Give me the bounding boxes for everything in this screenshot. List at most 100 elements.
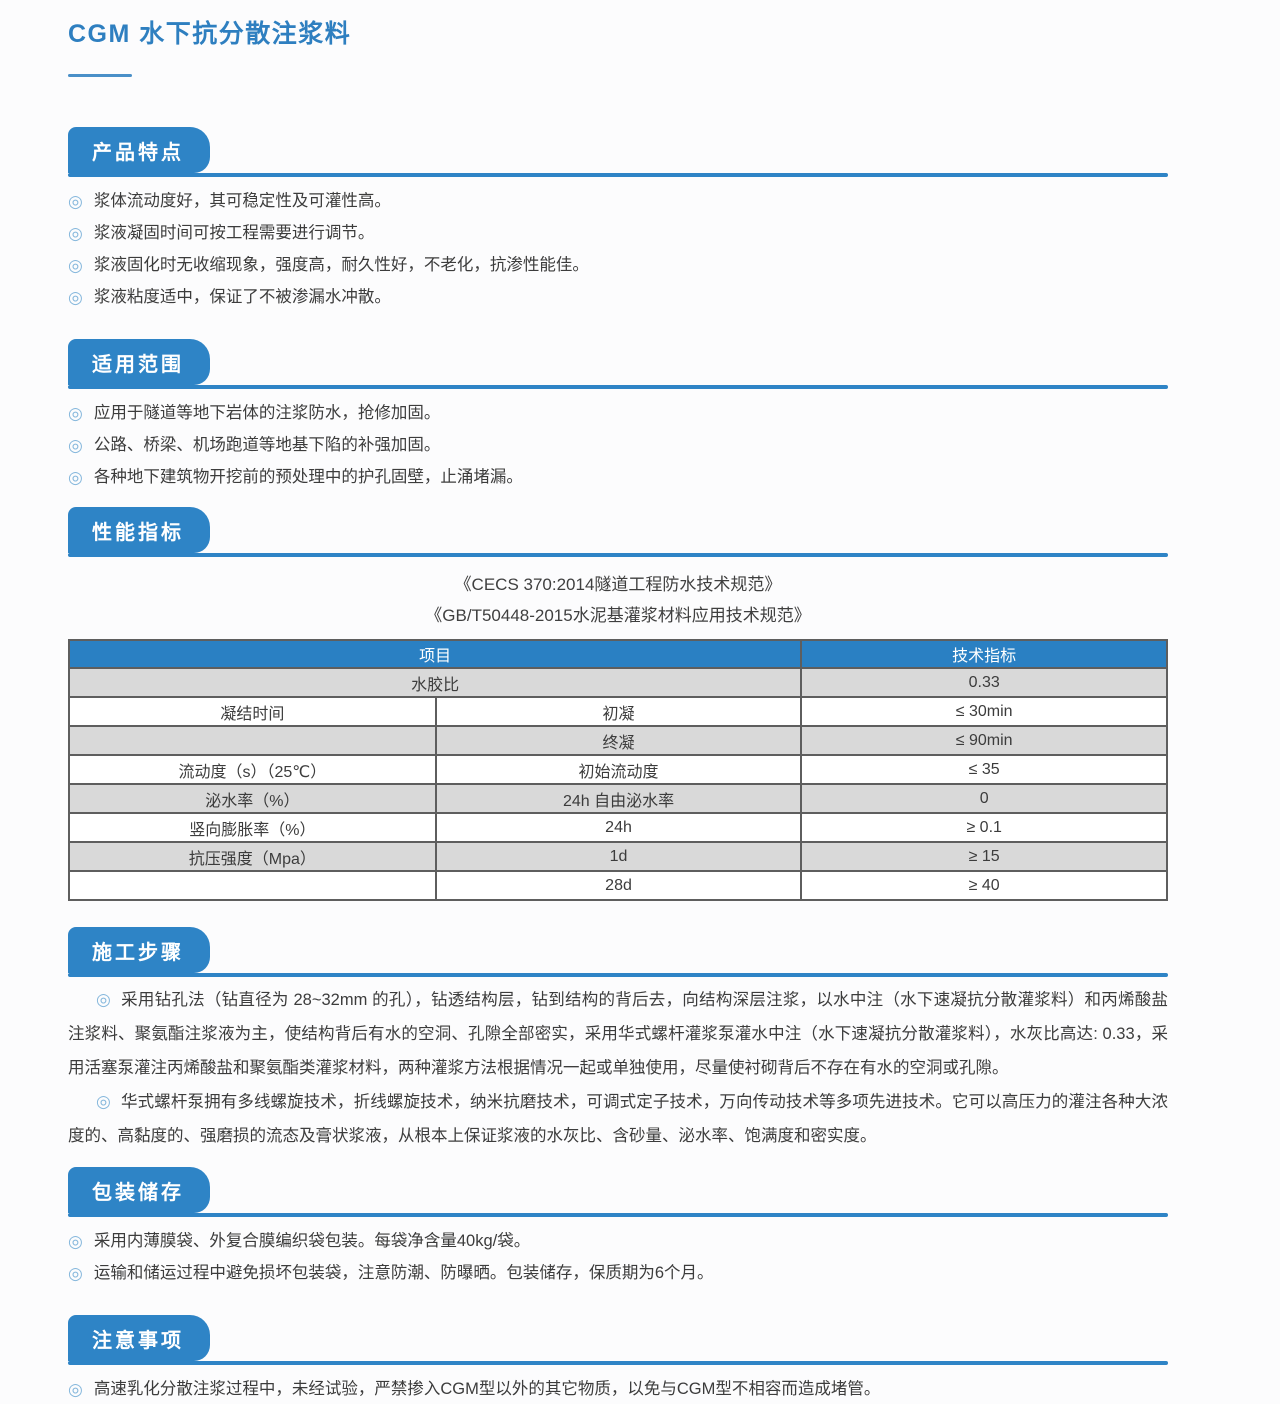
section-heading-packaging: 包装储存 — [68, 1167, 210, 1213]
list-item-text: 公路、桥梁、机场跑道等地基下陷的补强加固。 — [93, 436, 441, 454]
table-header-row: 项目 技术指标 — [67, 639, 1168, 669]
cell-item — [68, 870, 437, 901]
table-row: 凝结时间 初凝 ≤ 30min — [68, 696, 1168, 727]
list-item: ◎ 浆液固化时无收缩现象，强度高，耐久性好，不老化，抗渗性能佳。 — [68, 249, 1168, 281]
cell-sub: 初始流动度 — [434, 754, 803, 785]
list-item-text: 应用于隧道等地下岩体的注浆防水，抢修加固。 — [93, 404, 441, 422]
cell-sub: 24h — [434, 812, 803, 843]
bullet-icon: ◎ — [68, 1380, 83, 1399]
section-performance-header: 性能指标 — [68, 507, 1168, 557]
table-row: 流动度（s）（25℃） 初始流动度 ≤ 35 — [68, 754, 1168, 785]
cell-sub: 24h 自由泌水率 — [434, 783, 803, 814]
standard-reference: 《GB/T50448-2015水泥基灌浆材料应用技术规范》 — [425, 606, 811, 625]
paragraph-text: 华式螺杆泵拥有多线螺旋技术，折线螺旋技术，纳米抗磨技术，可调式定子技术，万向传动… — [68, 1093, 1169, 1145]
column-header-item: 项目 — [67, 639, 803, 669]
table-row: 水胶比 0.33 — [67, 667, 1168, 698]
performance-table: 项目 技术指标 水胶比 0.33 凝结时间 初凝 ≤ 30min 终凝 ≤ 90… — [67, 639, 1168, 901]
paragraph-text: 采用钻孔法（钻直径为 28~32mm 的孔），钻透结构层，钻到结构的背后去，向结… — [68, 991, 1168, 1077]
cell-value: 0 — [800, 783, 1168, 814]
cell-item: 凝结时间 — [68, 696, 437, 727]
list-item: ◎ 浆液凝固时间可按工程需要进行调节。 — [68, 217, 1168, 249]
table-row: 抗压强度（Mpa） 1d ≥ 15 — [68, 841, 1168, 872]
bullet-icon: ◎ — [68, 224, 83, 243]
bullet-icon: ◎ — [68, 468, 83, 487]
list-item-text: 各种地下建筑物开挖前的预处理中的护孔固壁，止涌堵漏。 — [93, 468, 523, 486]
cell-sub: 终凝 — [434, 725, 803, 756]
bullet-icon: ◎ — [68, 404, 83, 423]
section-rule — [68, 173, 1168, 177]
list-item-text: 浆液凝固时间可按工程需要进行调节。 — [93, 224, 375, 242]
section-rule — [68, 1361, 1168, 1365]
list-item-text: 浆体流动度好，其可稳定性及可灌性高。 — [93, 192, 391, 210]
section-packaging-header: 包装储存 — [68, 1167, 1168, 1217]
section-heading-construction: 施工步骤 — [68, 927, 210, 973]
bullet-icon: ◎ — [68, 192, 83, 211]
cell-item: 抗压强度（Mpa） — [68, 841, 437, 872]
title-underline — [68, 74, 132, 77]
list-item-text: 高速乳化分散注浆过程中，未经试验，严禁掺入CGM型以外的其它物质，以免与CGM型… — [93, 1380, 881, 1398]
cell-item: 水胶比 — [67, 667, 803, 698]
scope-list: ◎ 应用于隧道等地下岩体的注浆防水，抢修加固。 ◎ 公路、桥梁、机场跑道等地基下… — [68, 397, 1168, 493]
section-heading-performance: 性能指标 — [68, 507, 210, 553]
list-item: ◎ 应用于隧道等地下岩体的注浆防水，抢修加固。 — [68, 397, 1168, 429]
list-item: ◎ 各种地下建筑物开挖前的预处理中的护孔固壁，止涌堵漏。 — [68, 461, 1168, 493]
bullet-icon: ◎ — [68, 436, 83, 455]
list-item: ◎ 浆液粘度适中，保证了不被渗漏水冲散。 — [68, 281, 1168, 313]
bullet-icon: ◎ — [68, 1232, 83, 1251]
construction-paragraph: ◎ 华式螺杆泵拥有多线螺旋技术，折线螺旋技术，纳米抗磨技术，可调式定子技术，万向传… — [68, 1085, 1168, 1153]
list-item-text: 采用内薄膜袋、外复合膜编织袋包装。每袋净含量40kg/袋。 — [93, 1232, 531, 1250]
standard-reference: 《CECS 370:2014隧道工程防水技术规范》 — [454, 575, 782, 594]
cell-sub: 28d — [434, 870, 803, 901]
bullet-icon: ◎ — [68, 256, 83, 275]
section-scope-header: 适用范围 — [68, 339, 1168, 389]
section-rule — [68, 385, 1168, 389]
cell-item: 竖向膨胀率（%） — [68, 812, 437, 843]
section-heading-scope: 适用范围 — [68, 339, 210, 385]
packaging-list: ◎ 采用内薄膜袋、外复合膜编织袋包装。每袋净含量40kg/袋。 ◎ 运输和储运过… — [68, 1225, 1168, 1289]
bullet-icon: ◎ — [68, 1264, 83, 1283]
cell-item: 流动度（s）（25℃） — [68, 754, 437, 785]
features-list: ◎ 浆体流动度好，其可稳定性及可灌性高。 ◎ 浆液凝固时间可按工程需要进行调节。… — [68, 185, 1168, 313]
precautions-list: ◎ 高速乳化分散注浆过程中，未经试验，严禁掺入CGM型以外的其它物质，以免与CG… — [68, 1373, 1168, 1404]
list-item: ◎ 浆体流动度好，其可稳定性及可灌性高。 — [68, 185, 1168, 217]
section-rule — [68, 1213, 1168, 1217]
section-rule — [68, 973, 1168, 977]
table-row: 竖向膨胀率（%） 24h ≥ 0.1 — [68, 812, 1168, 843]
list-item: ◎ 采用内薄膜袋、外复合膜编织袋包装。每袋净含量40kg/袋。 — [68, 1225, 1168, 1257]
list-item: ◎ 公路、桥梁、机场跑道等地基下陷的补强加固。 — [68, 429, 1168, 461]
section-rule — [68, 553, 1168, 557]
list-item: ◎ 运输和储运过程中避免损坏包装袋，注意防潮、防曝晒。包装储存，保质期为6个月。 — [68, 1257, 1168, 1289]
section-features-header: 产品特点 — [68, 127, 1168, 177]
cell-sub: 初凝 — [434, 696, 803, 727]
column-header-value: 技术指标 — [800, 639, 1168, 669]
section-construction-header: 施工步骤 — [68, 927, 1168, 977]
list-item: ◎ 高速乳化分散注浆过程中，未经试验，严禁掺入CGM型以外的其它物质，以免与CG… — [68, 1373, 1168, 1404]
cell-value: ≥ 0.1 — [800, 812, 1168, 843]
bullet-icon: ◎ — [96, 1092, 111, 1111]
cell-value: ≥ 40 — [800, 870, 1168, 901]
cell-value: ≥ 15 — [800, 841, 1168, 872]
table-row: 泌水率（%） 24h 自由泌水率 0 — [68, 783, 1168, 814]
section-precautions-header: 注意事项 — [68, 1315, 1168, 1365]
construction-paragraph: ◎ 采用钻孔法（钻直径为 28~32mm 的孔），钻透结构层，钻到结构的背后去，向… — [68, 983, 1168, 1085]
bullet-icon: ◎ — [68, 288, 83, 307]
section-heading-features: 产品特点 — [68, 127, 210, 173]
table-row: 终凝 ≤ 90min — [68, 725, 1168, 756]
cell-item — [68, 725, 437, 756]
list-item-text: 运输和储运过程中避免损坏包装袋，注意防潮、防曝晒。包装储存，保质期为6个月。 — [93, 1264, 714, 1282]
table-row: 28d ≥ 40 — [68, 870, 1168, 901]
cell-item: 泌水率（%） — [68, 783, 437, 814]
standards-references: 《CECS 370:2014隧道工程防水技术规范》 《GB/T50448-201… — [68, 569, 1168, 631]
section-heading-precautions: 注意事项 — [68, 1315, 210, 1361]
cell-value: 0.33 — [800, 667, 1168, 698]
cell-value: ≤ 35 — [800, 754, 1168, 785]
list-item-text: 浆液固化时无收缩现象，强度高，耐久性好，不老化，抗渗性能佳。 — [93, 256, 589, 274]
cell-value: ≤ 90min — [800, 725, 1168, 756]
bullet-icon: ◎ — [96, 990, 112, 1009]
construction-steps: ◎ 采用钻孔法（钻直径为 28~32mm 的孔），钻透结构层，钻到结构的背后去，向… — [68, 983, 1168, 1153]
page-title: CGM 水下抗分散注浆料 — [68, 20, 352, 48]
cell-value: ≤ 30min — [800, 696, 1168, 727]
list-item-text: 浆液粘度适中，保证了不被渗漏水冲散。 — [93, 288, 391, 306]
cell-sub: 1d — [434, 841, 803, 872]
